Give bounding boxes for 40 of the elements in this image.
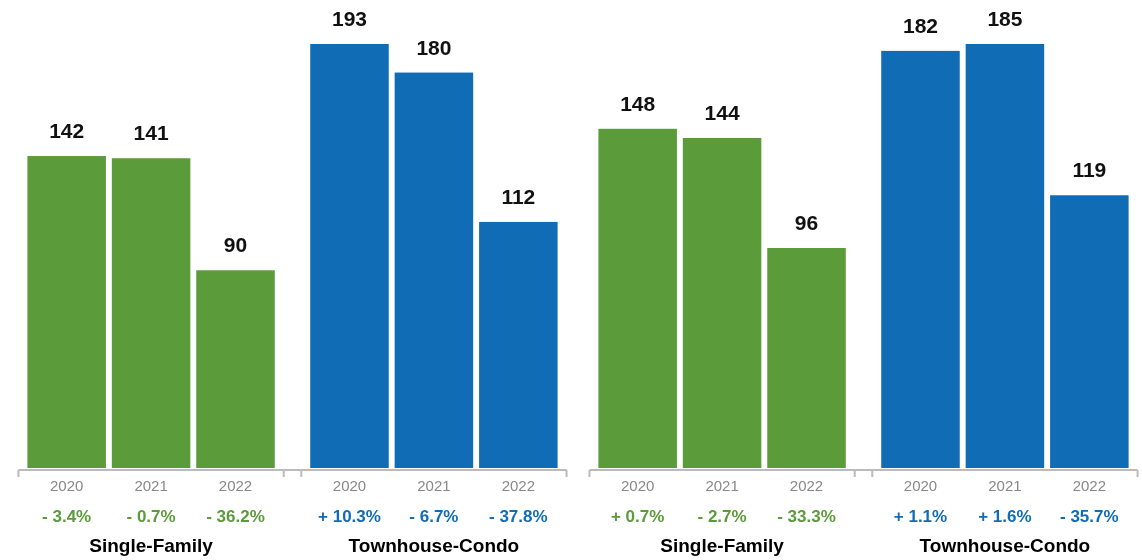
- text: + 1.1%: [893, 507, 948, 526]
- x-tick-label: 2021: [134, 477, 168, 494]
- text: Townhouse-Condo: [919, 535, 1091, 556]
- x-tick-label: 2022: [789, 477, 824, 494]
- x-tick-label: 2022: [218, 477, 253, 494]
- text: + 0.7%: [610, 507, 665, 526]
- data-label: 144: [704, 100, 740, 124]
- data-label: 148: [620, 91, 656, 115]
- text: - 36.2%: [206, 507, 265, 526]
- data-label: 185: [987, 7, 1023, 30]
- text: Single-Family: [89, 535, 214, 556]
- data-label: 141: [133, 121, 169, 145]
- x-tick-label: 2021: [988, 477, 1022, 494]
- x-tick-label: 2020: [49, 477, 84, 494]
- data-label: 142: [49, 119, 85, 143]
- x-tick-label: 2021: [705, 477, 739, 494]
- x-tick-label: 2021: [417, 477, 451, 494]
- data-label: 119: [1072, 158, 1107, 182]
- text: Townhouse-Condo: [348, 535, 520, 556]
- text: + 1.6%: [978, 507, 1032, 526]
- text: - 2.7%: [697, 507, 747, 526]
- text: - 6.7%: [409, 507, 459, 526]
- data-label: 112: [501, 184, 536, 208]
- text: Single-Family: [660, 535, 785, 556]
- text: - 33.3%: [777, 507, 836, 526]
- text: - 35.7%: [1060, 507, 1119, 526]
- data-label: 96: [794, 210, 819, 234]
- x-tick-label: 2020: [332, 477, 367, 494]
- text: - 37.8%: [489, 507, 548, 526]
- data-label: 182: [902, 13, 939, 37]
- data-label: 180: [416, 35, 452, 59]
- x-tick-label: 2020: [903, 477, 938, 494]
- x-tick-label: 2022: [501, 477, 536, 494]
- x-tick-label: 2022: [1072, 477, 1107, 494]
- data-label: 90: [223, 233, 248, 257]
- text: - 3.4%: [42, 507, 92, 526]
- data-label: 193: [331, 7, 368, 30]
- x-tick-label: 2020: [620, 477, 655, 494]
- text: + 10.3%: [318, 507, 381, 526]
- text: - 0.7%: [126, 507, 176, 526]
